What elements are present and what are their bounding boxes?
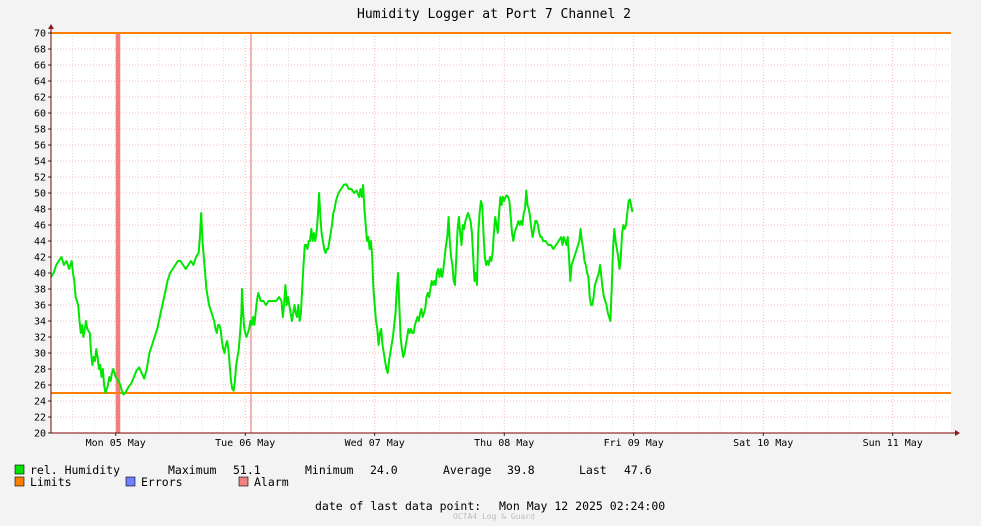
- y-tick-label: 58: [34, 125, 46, 136]
- legend-swatch-errors: [125, 476, 136, 487]
- y-tick-label: 20: [34, 429, 46, 440]
- y-tick-label: 56: [34, 141, 46, 152]
- y-tick-label: 52: [34, 173, 46, 184]
- alarm-band: [115, 33, 121, 433]
- y-tick-label: 60: [34, 109, 46, 120]
- axes: [48, 24, 960, 436]
- y-tick-label: 26: [34, 381, 46, 392]
- legend-label-limits: Limits: [30, 475, 72, 489]
- y-tick-label: 44: [34, 237, 46, 248]
- y-tick-label: 50: [34, 189, 46, 200]
- x-axis-arrow: [955, 430, 960, 436]
- grid: [50, 32, 951, 434]
- y-tick-label: 34: [34, 317, 46, 328]
- limit-lines: [51, 32, 951, 394]
- legend-swatch-alarm: [238, 476, 249, 487]
- last-data-point-value: Mon May 12 2025 02:24:00: [499, 499, 665, 513]
- stat-average-label: Average: [443, 463, 492, 477]
- series-line-humidity: [50, 183, 634, 396]
- last-data-point-label: date of last data point:: [315, 499, 481, 513]
- stat-average-value: 39.8: [507, 463, 535, 477]
- alarm-band: [250, 33, 252, 433]
- x-tick-label: Tue 06 May: [215, 438, 275, 449]
- y-tick-label: 30: [34, 349, 46, 360]
- plot-area: [51, 33, 951, 433]
- chart-title: Humidity Logger at Port 7 Channel 2: [357, 7, 631, 22]
- y-tick-label: 70: [34, 29, 46, 40]
- stat-maximum-label: Maximum: [168, 463, 217, 477]
- legend-label-alarm: Alarm: [254, 475, 289, 489]
- y-tick-label: 22: [34, 413, 46, 424]
- legend-swatch-humidity: [14, 464, 25, 475]
- x-tick-label: Thu 08 May: [474, 438, 534, 449]
- series-layer: [50, 183, 634, 396]
- legend-swatch-limits: [14, 476, 25, 487]
- y-tick-label: 32: [34, 333, 46, 344]
- y-tick-label: 68: [34, 45, 46, 56]
- legend: rel. Humidity Maximum 51.1 Minimum 24.0 …: [14, 463, 652, 489]
- y-tick-label: 48: [34, 205, 46, 216]
- x-tick-label: Sat 10 May: [733, 438, 793, 449]
- y-tick-labels: 20 22 24 26 28 30 32 34 36 38 40 42 44 46 48 50 52 54 56 58…: [34, 29, 51, 440]
- y-tick-label: 64: [34, 77, 46, 88]
- alarm-markers: [115, 33, 252, 433]
- stat-minimum-label: Minimum: [305, 463, 354, 477]
- y-axis-arrow: [48, 24, 54, 29]
- x-tick-label: Sun 11 May: [863, 438, 923, 449]
- x-tick-label: Mon 05 May: [86, 438, 146, 449]
- y-tick-label: 36: [34, 301, 46, 312]
- y-tick-label: 42: [34, 253, 46, 264]
- legend-label-humidity: rel. Humidity: [30, 463, 120, 477]
- y-tick-label: 54: [34, 157, 46, 168]
- stat-maximum-value: 51.1: [233, 463, 261, 477]
- legend-label-errors: Errors: [141, 475, 183, 489]
- y-tick-label: 40: [34, 269, 46, 280]
- y-tick-label: 24: [34, 397, 46, 408]
- y-tick-label: 46: [34, 221, 46, 232]
- credit-text: OCTA4 Log & Guard: [453, 512, 535, 521]
- x-tick-labels: Mon 05 May Tue 06 May Wed 07 May Thu 08 May…: [86, 433, 923, 449]
- y-tick-label: 62: [34, 93, 46, 104]
- x-tick-label: Fri 09 May: [604, 438, 664, 449]
- stat-minimum-value: 24.0: [370, 463, 398, 477]
- stat-last-label: Last: [579, 463, 607, 477]
- y-tick-label: 28: [34, 365, 46, 376]
- stat-last-value: 47.6: [624, 463, 652, 477]
- y-tick-label: 38: [34, 285, 46, 296]
- x-tick-label: Wed 07 May: [345, 438, 405, 449]
- y-tick-label: 66: [34, 61, 46, 72]
